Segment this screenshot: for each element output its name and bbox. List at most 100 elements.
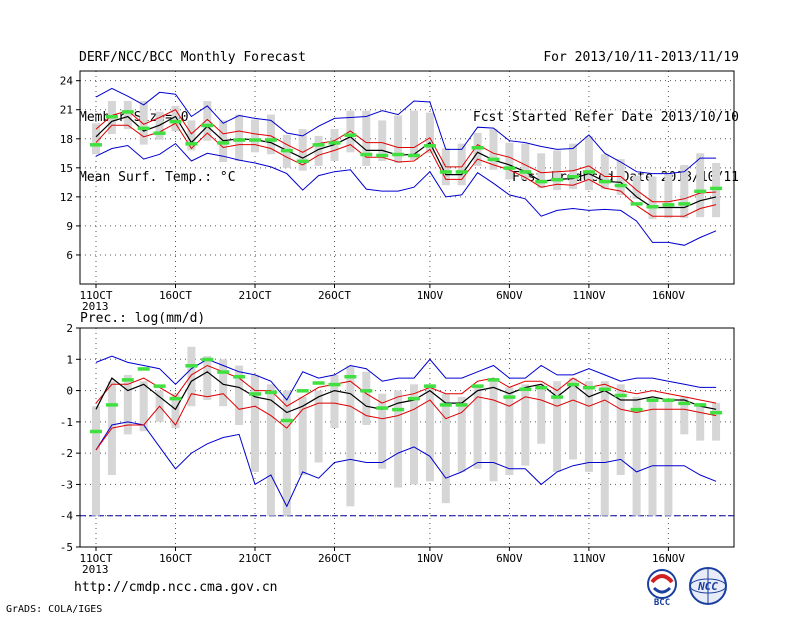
source-url[interactable]: http://cmdp.ncc.cma.gov.cn bbox=[74, 580, 278, 595]
x-tick-label: 16NOV bbox=[652, 552, 685, 565]
range-box bbox=[553, 150, 562, 191]
y-tick-label: 0 bbox=[66, 385, 73, 398]
observed-marker bbox=[249, 392, 261, 396]
range-box bbox=[537, 153, 546, 189]
forecast-period: For 2013/10/11-2013/11/19 bbox=[543, 50, 739, 65]
observed-marker bbox=[630, 202, 643, 206]
observed-marker bbox=[614, 183, 627, 188]
range-box bbox=[648, 396, 657, 516]
lower-quartile-line bbox=[95, 122, 717, 217]
x-tick-label: 1NOV bbox=[417, 289, 444, 302]
observed-marker bbox=[201, 123, 214, 128]
observed-marker bbox=[169, 396, 182, 401]
range-box bbox=[489, 378, 498, 482]
max-line bbox=[95, 87, 717, 175]
observed-marker bbox=[662, 398, 675, 402]
range-box bbox=[648, 176, 657, 220]
range-box bbox=[362, 110, 371, 166]
observed-marker bbox=[471, 145, 484, 150]
min-line bbox=[95, 421, 717, 508]
observed-marker bbox=[678, 202, 691, 206]
y-tick-label: 21 bbox=[60, 104, 73, 117]
observed-marker bbox=[105, 403, 118, 407]
range-box bbox=[314, 135, 323, 166]
range-box bbox=[139, 101, 148, 145]
bcc-logo-icon: BCC bbox=[647, 569, 677, 606]
range-box bbox=[378, 120, 387, 162]
range-box bbox=[410, 110, 418, 161]
median-line bbox=[95, 371, 717, 414]
range-box bbox=[537, 384, 546, 444]
observed-marker bbox=[471, 384, 484, 388]
range-box bbox=[203, 101, 212, 141]
min-line bbox=[95, 142, 717, 246]
x-year-label: 2013 bbox=[82, 563, 109, 576]
observed-marker bbox=[439, 170, 452, 174]
plot-frame bbox=[79, 327, 735, 548]
range-box bbox=[680, 164, 689, 219]
observed-marker bbox=[392, 152, 405, 157]
range-box bbox=[219, 359, 228, 407]
y-tick-label: 9 bbox=[66, 220, 73, 233]
observed-marker bbox=[408, 153, 420, 158]
x-tick-label: 6NOV bbox=[496, 552, 523, 565]
range-box bbox=[632, 396, 641, 516]
observed-marker bbox=[376, 153, 389, 158]
observed-marker bbox=[614, 393, 627, 398]
y-tick-label: -4 bbox=[60, 510, 74, 523]
range-box bbox=[521, 143, 530, 180]
range-box bbox=[123, 101, 132, 130]
upper-quartile-line bbox=[95, 364, 717, 407]
observed-marker bbox=[408, 396, 420, 401]
range-box bbox=[600, 381, 609, 516]
range-box bbox=[425, 384, 434, 482]
x-tick-label: 11NOV bbox=[572, 289, 605, 302]
range-box bbox=[600, 154, 609, 190]
observed-marker bbox=[296, 159, 309, 164]
range-box bbox=[569, 378, 577, 460]
y-tick-label: -1 bbox=[60, 416, 73, 429]
observed-marker bbox=[153, 131, 166, 135]
range-box bbox=[314, 390, 323, 463]
observed-marker bbox=[519, 387, 532, 392]
observed-marker bbox=[487, 378, 500, 382]
observed-marker bbox=[439, 403, 452, 407]
y-tick-label: -3 bbox=[60, 478, 73, 491]
range-box bbox=[505, 387, 514, 476]
range-box bbox=[584, 381, 593, 472]
plot-frame bbox=[79, 70, 735, 285]
observed-marker bbox=[137, 367, 150, 371]
observed-marker bbox=[535, 385, 548, 390]
range-box bbox=[187, 346, 196, 407]
range-box bbox=[362, 371, 371, 425]
observed-marker bbox=[90, 143, 102, 147]
y-tick-label: 1 bbox=[66, 353, 73, 366]
range-box bbox=[696, 403, 705, 441]
observed-marker bbox=[185, 142, 198, 146]
observed-marker bbox=[312, 381, 325, 385]
fcst-started-date: Fcst Started Refer Date 2013/10/10 bbox=[472, 110, 739, 125]
y-tick-label: -5 bbox=[60, 541, 73, 554]
observed-marker bbox=[217, 370, 230, 374]
observed-marker bbox=[694, 189, 707, 194]
range-box bbox=[664, 399, 673, 516]
observed-marker bbox=[503, 166, 516, 170]
variable-label: Mean Surf. Temp.: °C bbox=[79, 170, 236, 185]
range-box bbox=[664, 172, 673, 219]
observed-marker bbox=[344, 374, 357, 379]
observed-marker bbox=[567, 382, 579, 387]
ncc-logo-text: NCC bbox=[697, 580, 718, 593]
x-tick-label: 16OCT bbox=[159, 289, 192, 302]
range-box bbox=[394, 115, 403, 163]
range-box bbox=[203, 356, 212, 400]
range-box bbox=[569, 143, 577, 190]
range-box bbox=[92, 406, 100, 516]
observed-marker bbox=[551, 395, 564, 399]
x-tick-label: 26OCT bbox=[318, 552, 351, 565]
bcc-logo-text: BCC bbox=[654, 598, 670, 606]
observed-marker bbox=[233, 374, 246, 379]
observed-marker bbox=[519, 170, 532, 174]
observed-marker bbox=[185, 364, 198, 368]
range-box bbox=[378, 393, 387, 469]
